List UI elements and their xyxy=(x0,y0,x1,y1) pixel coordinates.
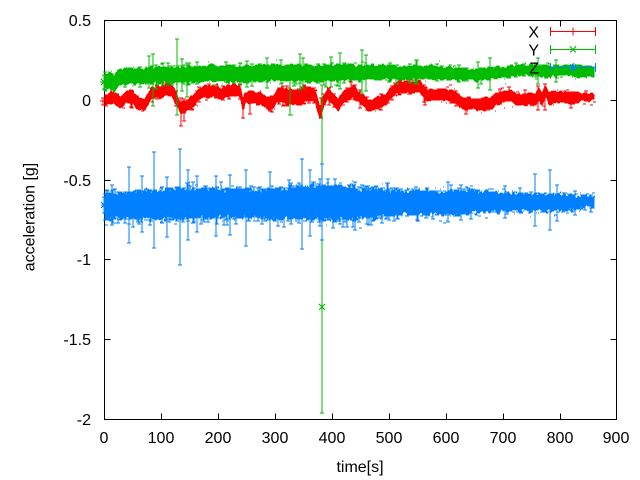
svg-text:700: 700 xyxy=(490,430,517,447)
svg-text:-1: -1 xyxy=(77,252,91,269)
svg-text:0: 0 xyxy=(100,430,109,447)
svg-text:time[s]: time[s] xyxy=(336,459,383,476)
svg-text:-2: -2 xyxy=(77,412,91,429)
svg-text:-0.5: -0.5 xyxy=(63,173,91,190)
svg-text:Y: Y xyxy=(528,43,539,60)
svg-text:acceleration [g]: acceleration [g] xyxy=(22,163,39,272)
svg-text:900: 900 xyxy=(603,430,630,447)
svg-text:X: X xyxy=(528,25,539,42)
svg-text:600: 600 xyxy=(433,430,460,447)
svg-text:-1.5: -1.5 xyxy=(63,332,91,349)
svg-text:300: 300 xyxy=(262,430,289,447)
svg-text:400: 400 xyxy=(319,430,346,447)
svg-text:0.5: 0.5 xyxy=(69,13,91,30)
svg-text:0: 0 xyxy=(82,93,91,110)
svg-text:200: 200 xyxy=(205,430,232,447)
svg-text:800: 800 xyxy=(547,430,574,447)
svg-text:Z: Z xyxy=(529,61,539,78)
svg-text:100: 100 xyxy=(148,430,175,447)
svg-text:500: 500 xyxy=(376,430,403,447)
